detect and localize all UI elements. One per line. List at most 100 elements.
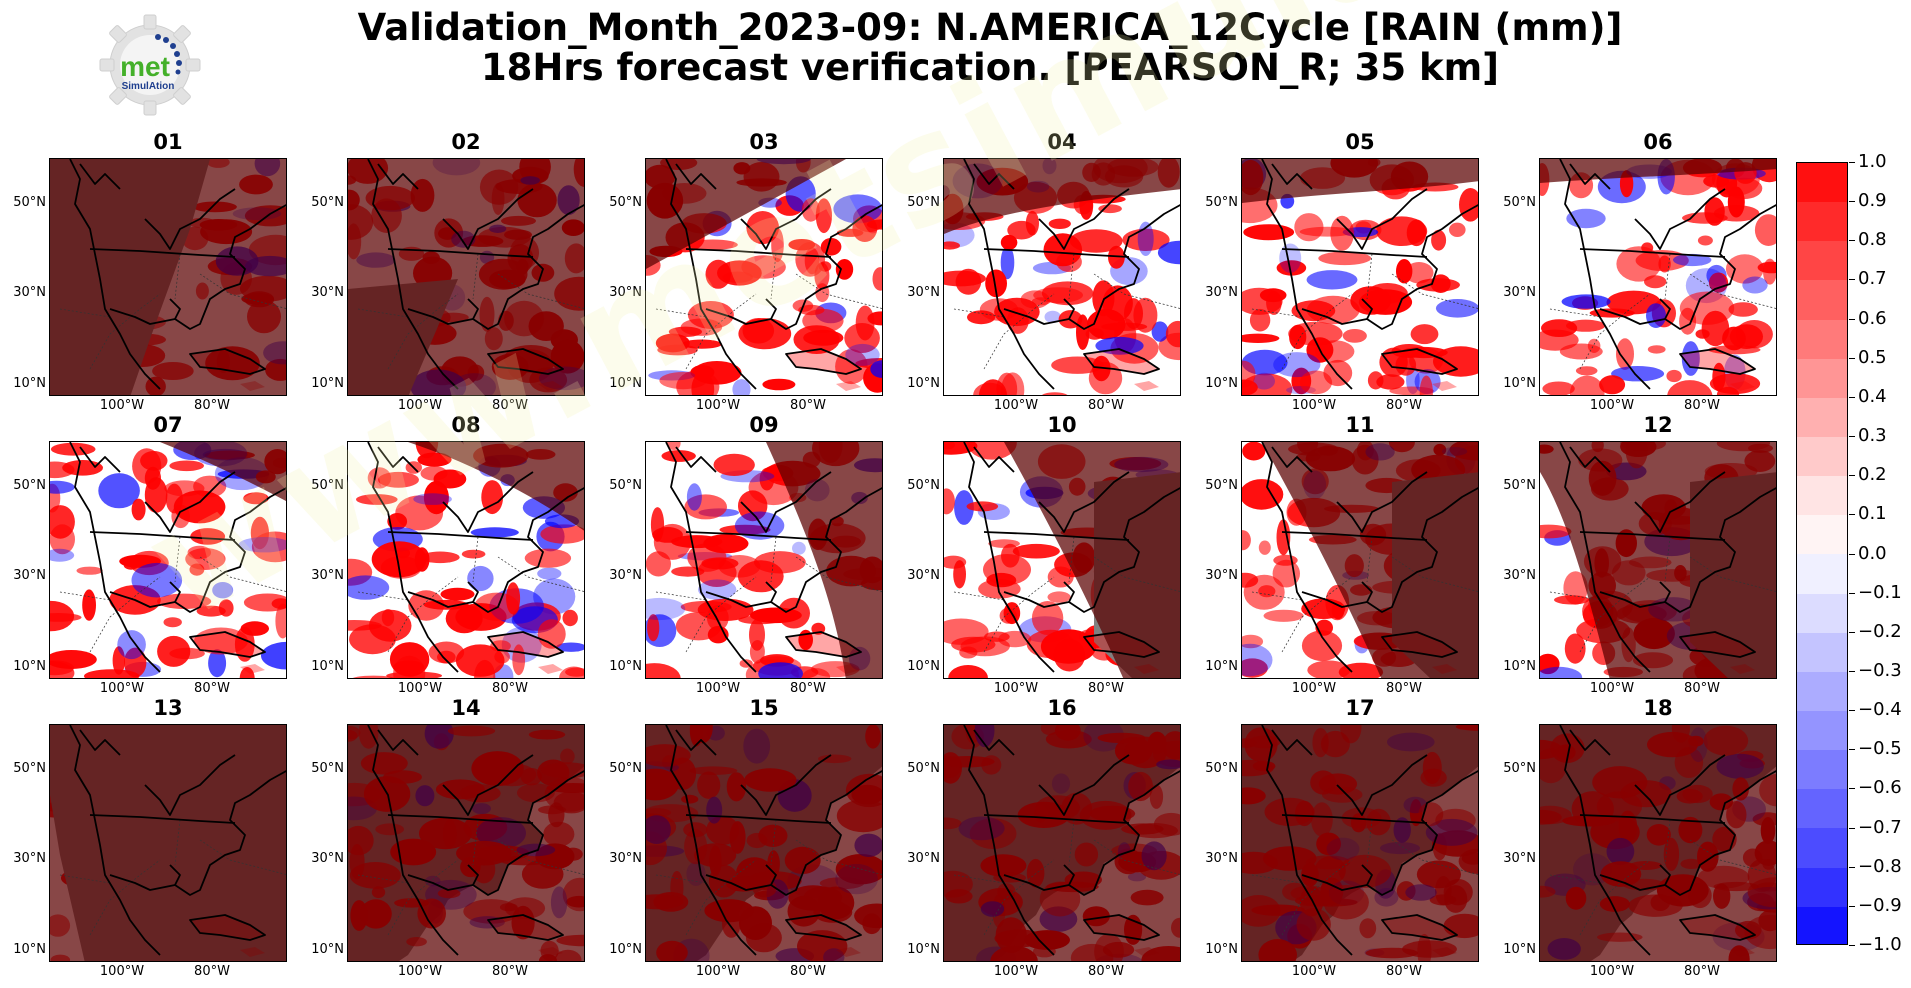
coastline [1083, 348, 1160, 375]
night-shade [646, 725, 882, 961]
coastline [765, 581, 777, 603]
coastline [1569, 729, 1611, 756]
border-line [387, 859, 459, 936]
lat-tick-label: 10°N [13, 659, 46, 674]
lat-tick-label: 30°N [1205, 568, 1238, 583]
coastline [675, 163, 717, 190]
colorbar-tick [1849, 240, 1855, 242]
figure-title-line-2: 18Hrs forecast verification. [PEARSON_R;… [480, 46, 1500, 89]
coastline [685, 814, 832, 824]
coastline [442, 188, 534, 250]
lon-tick-label: 80°W [194, 681, 230, 696]
coastline [1261, 725, 1353, 956]
coastline [685, 531, 832, 541]
colorbar-tick [1849, 631, 1855, 633]
coastline [963, 725, 1055, 956]
border-line [1251, 591, 1303, 601]
coastline [487, 914, 564, 941]
border-line [1549, 308, 1601, 318]
colorbar-segment [1797, 202, 1847, 242]
lat-tick-label: 30°N [13, 568, 46, 583]
coastline [467, 864, 479, 886]
border-line [1391, 556, 1478, 592]
coastline [785, 914, 862, 941]
colorbar-segment [1797, 906, 1847, 944]
border-line [174, 536, 181, 583]
colorbar-segment [1797, 358, 1847, 398]
lat-tick-label: 10°N [1503, 942, 1536, 957]
coastline [1599, 770, 1776, 896]
lat-tick-label: 30°N [609, 851, 642, 866]
coastline [169, 864, 181, 886]
map-panel-08 [347, 441, 585, 679]
border-line [1579, 576, 1651, 653]
lat-tick-label: 10°N [1205, 942, 1238, 957]
border-line [983, 293, 1055, 370]
coastline [169, 298, 181, 320]
lon-tick-label: 80°W [1088, 398, 1124, 413]
colorbar-tick [1849, 201, 1855, 203]
lon-tick-label: 80°W [194, 398, 230, 413]
coastline [367, 725, 459, 956]
border-line [357, 308, 409, 318]
border-line [953, 874, 1005, 884]
colorbar-tick-label: −0.4 [1858, 699, 1902, 721]
border-line [795, 839, 882, 875]
lat-tick-label: 10°N [1503, 659, 1536, 674]
colorbar-tick [1849, 866, 1855, 868]
border-line [953, 308, 1005, 318]
colorbar-tick-label: 0.3 [1858, 425, 1887, 447]
colorbar-tick [1849, 749, 1855, 751]
lon-tick-label: 100°W [1589, 681, 1635, 696]
colorbar-segment [1797, 319, 1847, 359]
colorbar-segment [1797, 163, 1847, 203]
map-panel-14 [347, 724, 585, 962]
coastline [387, 814, 534, 824]
map-panel-03 [645, 158, 883, 396]
coastline [1381, 348, 1458, 375]
lon-tick-label: 80°W [1088, 964, 1124, 979]
border-line [1281, 576, 1353, 653]
lat-tick-label: 30°N [609, 568, 642, 583]
colorbar-tick-label: 0.4 [1858, 385, 1887, 407]
coastline [1083, 631, 1160, 658]
lon-tick-label: 80°W [1386, 681, 1422, 696]
border-line [199, 556, 286, 592]
map-panel-16 [943, 724, 1181, 962]
colorbar-tick-label: 0.5 [1858, 346, 1887, 368]
coastline [1281, 814, 1428, 824]
colorbar-tick [1849, 318, 1855, 320]
lat-tick-label: 50°N [1503, 478, 1536, 493]
coastline [144, 754, 236, 816]
coastline [367, 159, 459, 390]
coastline [1679, 914, 1756, 941]
coastline [1003, 487, 1180, 613]
lat-tick-label: 10°N [609, 942, 642, 957]
border-line [89, 859, 161, 936]
coastline [69, 159, 161, 390]
lon-tick-label: 80°W [1684, 681, 1720, 696]
border-line [497, 273, 584, 309]
map-panel-07 [49, 441, 287, 679]
night-shade [1004, 442, 1180, 678]
coastline [1063, 298, 1075, 320]
coastline [973, 729, 1015, 756]
coastline [740, 471, 832, 533]
lat-tick-label: 30°N [1503, 285, 1536, 300]
lat-tick-label: 50°N [1205, 195, 1238, 210]
map-panel-13 [49, 724, 287, 962]
border-line [795, 556, 882, 592]
coastline [79, 729, 121, 756]
coastline [1038, 754, 1130, 816]
map-panel-02 [347, 158, 585, 396]
colorbar-segment [1797, 397, 1847, 437]
lon-tick-label: 100°W [397, 398, 443, 413]
border-line [1068, 819, 1075, 866]
lat-tick-label: 10°N [907, 659, 940, 674]
colorbar-tick-label: 0.0 [1858, 542, 1887, 564]
border-line [59, 874, 111, 884]
coastline [765, 298, 777, 320]
border-line [387, 576, 459, 653]
coastline [189, 348, 266, 375]
border-line [770, 536, 777, 583]
